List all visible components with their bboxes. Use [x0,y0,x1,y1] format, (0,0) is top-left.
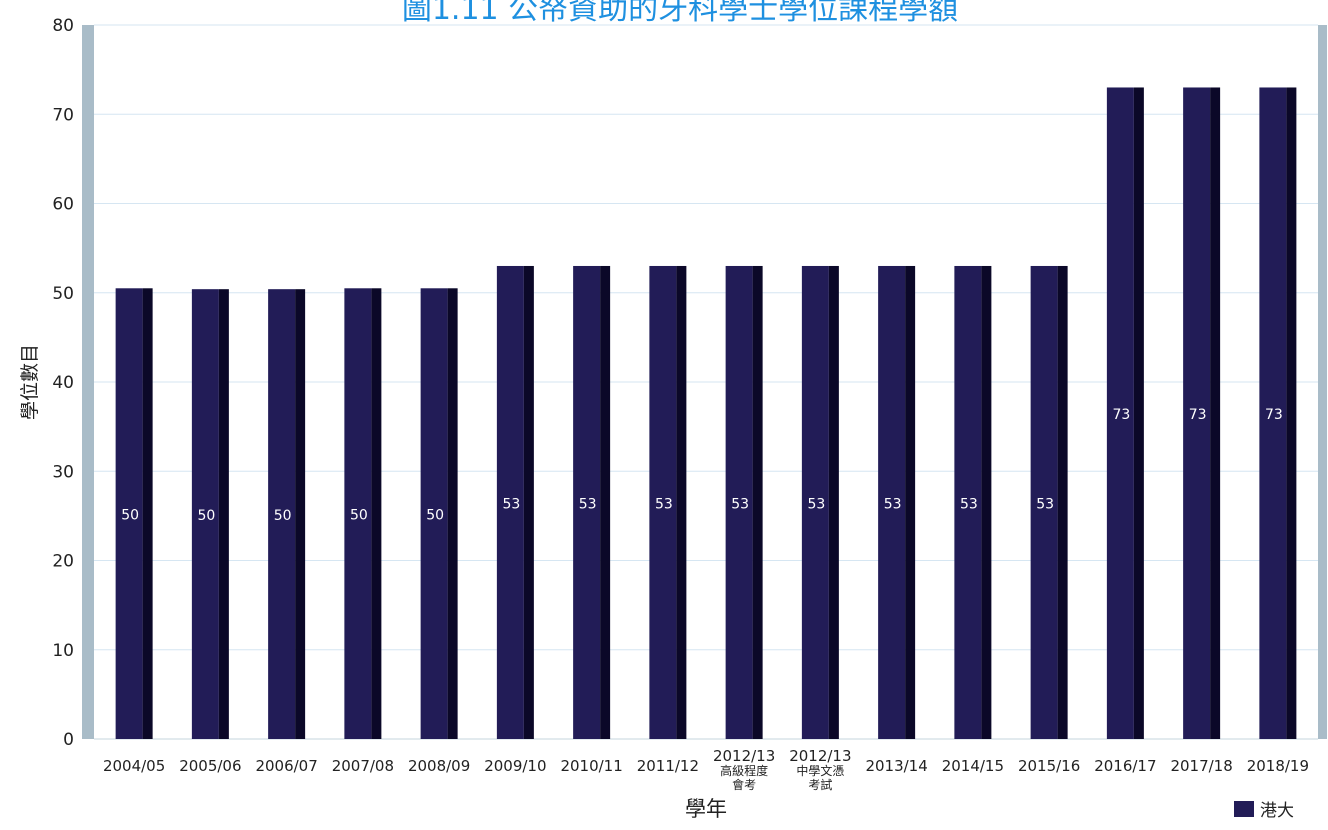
y-tick-label: 40 [52,373,74,393]
bar-shade [218,289,229,739]
x-tick-label: 2017/18 [1170,757,1232,775]
x-tick-label: 2012/13 高級程度會考 [713,747,775,792]
data-label: 73 [1112,407,1130,423]
x-tick-label: 2018/19 [1247,757,1309,775]
y-tick-label: 10 [52,641,74,661]
bar-shade [295,289,306,739]
data-label: 50 [121,508,139,524]
bar [954,265,982,739]
bar-shade [600,265,611,739]
legend-swatch [1234,800,1254,817]
data-label: 53 [807,496,825,512]
bar [496,265,524,739]
bar-shade [828,265,839,739]
x-tick-label: 2008/09 [408,757,470,775]
bar [573,265,601,739]
data-label: 53 [502,496,520,512]
bar [191,289,219,739]
x-tick-label: 2014/15 [942,757,1004,775]
data-label: 73 [1189,407,1207,423]
y-tick-label: 20 [52,552,74,572]
data-label: 73 [1265,407,1283,423]
bar [878,265,906,739]
y-tick-label: 70 [52,105,74,125]
bar [725,265,753,739]
data-label: 50 [426,508,444,524]
bar [1030,265,1058,739]
bar [649,265,677,739]
x-tick-label: 2010/11 [560,757,622,775]
y-axis-label: 學位數目 [19,344,41,420]
data-label: 53 [1036,496,1054,512]
data-label: 53 [731,496,749,512]
legend-label: 港大 [1260,801,1294,821]
x-tick-label: 2007/08 [332,757,394,775]
bar [420,288,448,739]
bar-shade [447,288,458,739]
x-tick-label: 2006/07 [255,757,317,775]
data-label: 53 [579,496,597,512]
legend: 港大 [1234,796,1294,821]
bar-shade [752,265,763,739]
bar [1259,87,1287,740]
bar-shade [523,265,534,739]
bar [268,289,296,739]
y-tick-label: 0 [63,730,74,750]
bar [1106,87,1134,740]
data-label: 53 [960,496,978,512]
chart-title: 圖1.11 公帑資助的牙科學士學位課程學額 [401,0,959,27]
x-axis-label: 學年 [685,797,727,821]
left-wall [82,25,94,739]
bar-shade [1057,265,1068,739]
data-label: 53 [884,496,902,512]
x-tick-label: 2013/14 [865,757,927,775]
bar-shade [142,288,153,739]
x-tick-label: 2012/13 中學文憑考試 [789,747,851,792]
bar-shade [981,265,992,739]
bar-shade [371,288,382,739]
x-tick-label: 2005/06 [179,757,241,775]
bar [801,265,829,739]
bar [115,288,143,739]
x-tick-label: 2009/10 [484,757,546,775]
x-tick-label: 2016/17 [1094,757,1156,775]
data-label: 50 [350,508,368,524]
bar [344,288,372,739]
y-tick-label: 60 [52,195,74,215]
bar-shade [1133,87,1144,740]
bar-shade [676,265,687,739]
bar-shade [905,265,916,739]
data-label: 50 [274,508,292,524]
x-tick-label: 2015/16 [1018,757,1080,775]
right-wall [1318,25,1327,739]
bar [1183,87,1211,740]
data-label: 53 [655,496,673,512]
x-tick-label: 2011/12 [637,757,699,775]
bar-shade [1210,87,1221,740]
y-tick-label: 80 [52,16,74,36]
y-tick-label: 30 [52,462,74,482]
x-tick-label: 2004/05 [103,757,165,775]
y-tick-label: 50 [52,284,74,304]
data-label: 50 [197,508,215,524]
bar-shade [1286,87,1297,740]
